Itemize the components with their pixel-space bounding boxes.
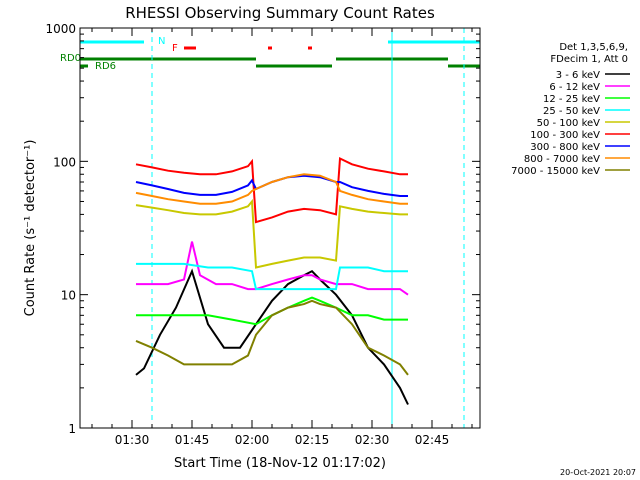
legend: Det 1,3,5,6,9,FDecim 1, Att 0 3 - 6 keV6 … <box>511 42 630 177</box>
series-line-2 <box>136 296 408 326</box>
x-tick-label: 02:30 <box>355 433 390 447</box>
legend-label: 50 - 100 keV <box>537 118 601 129</box>
x-tick-label: 02:00 <box>235 433 270 447</box>
legend-label: 12 - 25 keV <box>543 94 600 105</box>
flag-bars: NF RD0 RD6 <box>60 36 480 72</box>
y-axis-label: Count Rate (s⁻¹ detector⁻¹) <box>23 140 38 317</box>
series-line-7 <box>135 173 408 205</box>
series-line-3 <box>136 262 408 291</box>
date-stamp: 20-Oct-2021 20:07 <box>560 468 636 477</box>
y-tick-label: 10 <box>61 289 76 303</box>
plot-frame <box>79 27 481 429</box>
flag-label-n: N <box>158 36 165 47</box>
legend-label: 100 - 300 keV <box>530 130 600 141</box>
flag-label-rd6: RD6 <box>95 61 116 72</box>
series-line-1 <box>136 241 409 296</box>
legend-header: Det 1,3,5,6,9, <box>559 42 628 53</box>
legend-header: FDecim 1, Att 0 <box>550 54 628 65</box>
legend-label: 800 - 7000 keV <box>524 154 600 165</box>
series-line-4 <box>135 198 408 269</box>
legend-label: 6 - 12 keV <box>549 82 600 93</box>
series-line-5 <box>135 156 408 224</box>
y-tick-label: 1 <box>68 422 76 436</box>
y-tick-label: 100 <box>53 155 76 169</box>
x-axis-label: Start Time (18-Nov-12 01:17:02) <box>174 456 386 471</box>
legend-label: 3 - 6 keV <box>556 70 600 81</box>
x-tick-label: 01:30 <box>115 433 150 447</box>
flag-label-f: F <box>172 43 178 54</box>
legend-label: 300 - 800 keV <box>530 142 600 153</box>
axis-ticks: 1 10 100 1000 01:30 01:45 02:00 02:15 02:30 02:45 <box>45 22 480 447</box>
series-line-8 <box>135 299 409 376</box>
series-lines <box>135 156 409 405</box>
chart-title: RHESSI Observing Summary Count Rates <box>125 4 435 22</box>
x-tick-label: 01:45 <box>175 433 210 447</box>
flag-label-rd0: RD0 <box>60 53 81 64</box>
series-line-6 <box>135 174 408 197</box>
vertical-lines <box>79 28 465 428</box>
series-line-0 <box>135 268 409 405</box>
legend-label: 25 - 50 keV <box>543 106 600 117</box>
y-tick-label: 1000 <box>45 22 76 36</box>
x-tick-label: 02:45 <box>415 433 450 447</box>
legend-label: 7000 - 15000 keV <box>511 166 600 177</box>
x-tick-label: 02:15 <box>295 433 330 447</box>
